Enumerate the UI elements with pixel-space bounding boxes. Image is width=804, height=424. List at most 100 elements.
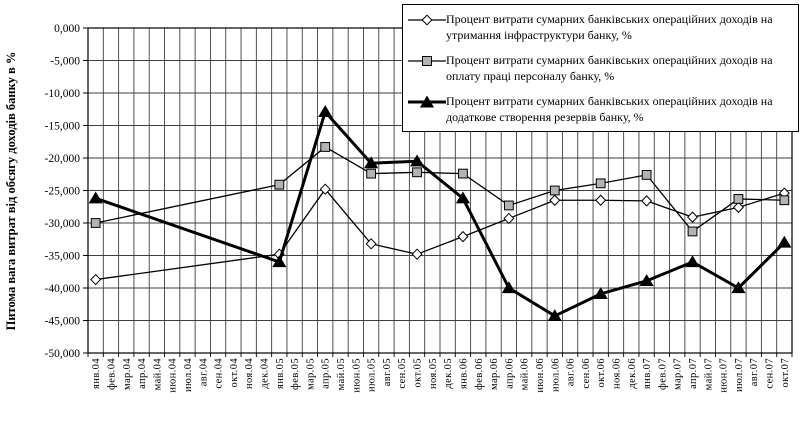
diamond-marker <box>595 194 607 206</box>
legend-item-reserves: Процент витрати сумарних банківських опе… <box>408 93 794 125</box>
x-tick-label: янв.05 <box>275 358 286 389</box>
diamond-marker <box>365 238 377 250</box>
triangle-marker <box>639 274 654 286</box>
square-marker <box>641 170 652 180</box>
triangle-marker <box>501 281 516 294</box>
square-marker <box>412 167 422 178</box>
triangle-marker <box>409 154 425 167</box>
x-tick-label: июл.06 <box>550 358 561 392</box>
x-tick-label: авг.05 <box>382 358 393 386</box>
x-tick-label: май.04 <box>152 358 163 391</box>
x-tick-label: янв.07 <box>642 358 653 389</box>
triangle-marker-icon <box>408 96 446 108</box>
x-tick-label: сен.04 <box>214 358 225 389</box>
x-tick-label: июл.07 <box>734 358 745 392</box>
x-tick-label: ноя.05 <box>428 358 439 389</box>
x-tick-label: янв.06 <box>458 358 469 389</box>
triangle-marker <box>731 281 746 294</box>
y-tick-label: -45,000 <box>45 316 81 328</box>
x-tick-label: июл.04 <box>183 358 194 392</box>
x-tick-label: мар.07 <box>673 358 684 390</box>
legend-item-payroll: Процент витрати сумарних банківських опе… <box>408 52 794 84</box>
chart-legend: Процент витрати сумарних банківських опе… <box>402 4 799 132</box>
square-marker-icon <box>408 56 446 66</box>
x-tick-label: июн.07 <box>719 358 730 393</box>
x-tick-label: июн.06 <box>535 358 546 393</box>
y-tick-label: -20,000 <box>45 153 81 165</box>
diamond-marker <box>319 183 331 195</box>
y-axis-title: Питома вага витрат від обсягу доходів ба… <box>4 51 18 331</box>
series-triangle <box>88 105 792 322</box>
triangle-marker <box>272 255 287 268</box>
x-tick-label: фев.06 <box>474 358 485 390</box>
triangle-marker <box>364 156 379 169</box>
y-tick-labels: 0,000 -5,000 -10,000 -15,000 -20,000 -25,000 -… <box>45 23 81 360</box>
triangle-marker <box>455 191 471 204</box>
square-marker <box>458 168 468 179</box>
y-tick-label: -25,000 <box>45 186 81 198</box>
x-tick-label: ноя.04 <box>244 358 255 389</box>
x-tick-label: сен.05 <box>397 358 408 389</box>
diamond-marker <box>641 195 653 207</box>
triangle-marker <box>318 105 333 117</box>
x-tick-label: дек.04 <box>260 358 271 389</box>
square-marker <box>274 179 285 190</box>
x-tick-label: апр.06 <box>504 358 515 389</box>
x-tick-label: апр.07 <box>688 358 699 389</box>
x-tick-label: авг.04 <box>198 358 209 387</box>
diamond-marker <box>503 212 515 225</box>
diamond-marker <box>411 248 423 260</box>
triangle-marker <box>777 235 792 248</box>
series-square <box>90 142 790 237</box>
x-tick-label: апр.05 <box>321 358 332 389</box>
y-tick-label: -35,000 <box>45 251 81 263</box>
y-tick-label: 0,000 <box>54 23 80 35</box>
x-tick-label: окт.07 <box>780 358 791 388</box>
x-tick-label: апр.04 <box>137 358 148 389</box>
square-marker <box>320 142 331 152</box>
x-tick-labels: янв.04 фев.04 мар.04 апр.04 май.04 июн.04 июл.… <box>91 358 791 393</box>
y-tick-label: -10,000 <box>45 88 81 100</box>
x-tick-label: июл.05 <box>367 358 378 392</box>
x-tick-label: фев.05 <box>290 358 301 390</box>
x-tick-label: янв.04 <box>91 358 102 389</box>
x-tick-label: окт.04 <box>229 358 240 388</box>
y-tick-label: -30,000 <box>45 218 81 230</box>
triangle-marker <box>88 191 103 204</box>
legend-label: Процент витрати сумарних банківських опе… <box>446 53 773 83</box>
x-tick-label: мар.06 <box>489 358 500 390</box>
x-tick-label: авг.06 <box>566 358 577 386</box>
diamond-marker <box>549 194 561 206</box>
x-tick-label: дек.05 <box>443 358 454 389</box>
diamond-marker <box>90 273 102 286</box>
square-marker <box>366 168 377 179</box>
x-tick-label: май.05 <box>336 358 347 390</box>
y-tick-label: -5,000 <box>50 56 80 68</box>
legend-item-infrastructure: Процент витрати сумарних банківських опе… <box>408 11 794 43</box>
x-tick-label: окт.05 <box>413 358 424 388</box>
square-marker <box>779 195 790 206</box>
x-tick-label: июн.05 <box>351 358 362 393</box>
diamond-marker <box>457 230 469 243</box>
x-tick-label: сен.07 <box>765 358 776 389</box>
x-tick-label: май.07 <box>703 358 714 390</box>
triangle-marker <box>547 309 562 322</box>
square-marker <box>90 218 101 228</box>
y-tick-label: -50,000 <box>45 348 81 360</box>
x-tick-label: авг.07 <box>749 358 760 386</box>
x-tick-label: фев.07 <box>657 358 668 390</box>
diamond-marker-icon <box>408 14 446 26</box>
x-tick-label: окт.06 <box>596 358 607 388</box>
x-tick-label: фев.04 <box>106 358 117 390</box>
x-tick-label: сен.06 <box>581 358 592 389</box>
x-tick-label: май.06 <box>520 358 531 390</box>
legend-label: Процент витрати сумарних банківських опе… <box>446 12 773 42</box>
y-tick-label: -15,000 <box>45 121 81 133</box>
square-marker <box>549 185 560 196</box>
x-tick-label: ноя.06 <box>612 358 623 389</box>
legend-label: Процент витрати сумарних банківських опе… <box>446 94 773 124</box>
y-tick-label: -40,000 <box>45 283 81 295</box>
diamond-marker <box>732 201 744 214</box>
